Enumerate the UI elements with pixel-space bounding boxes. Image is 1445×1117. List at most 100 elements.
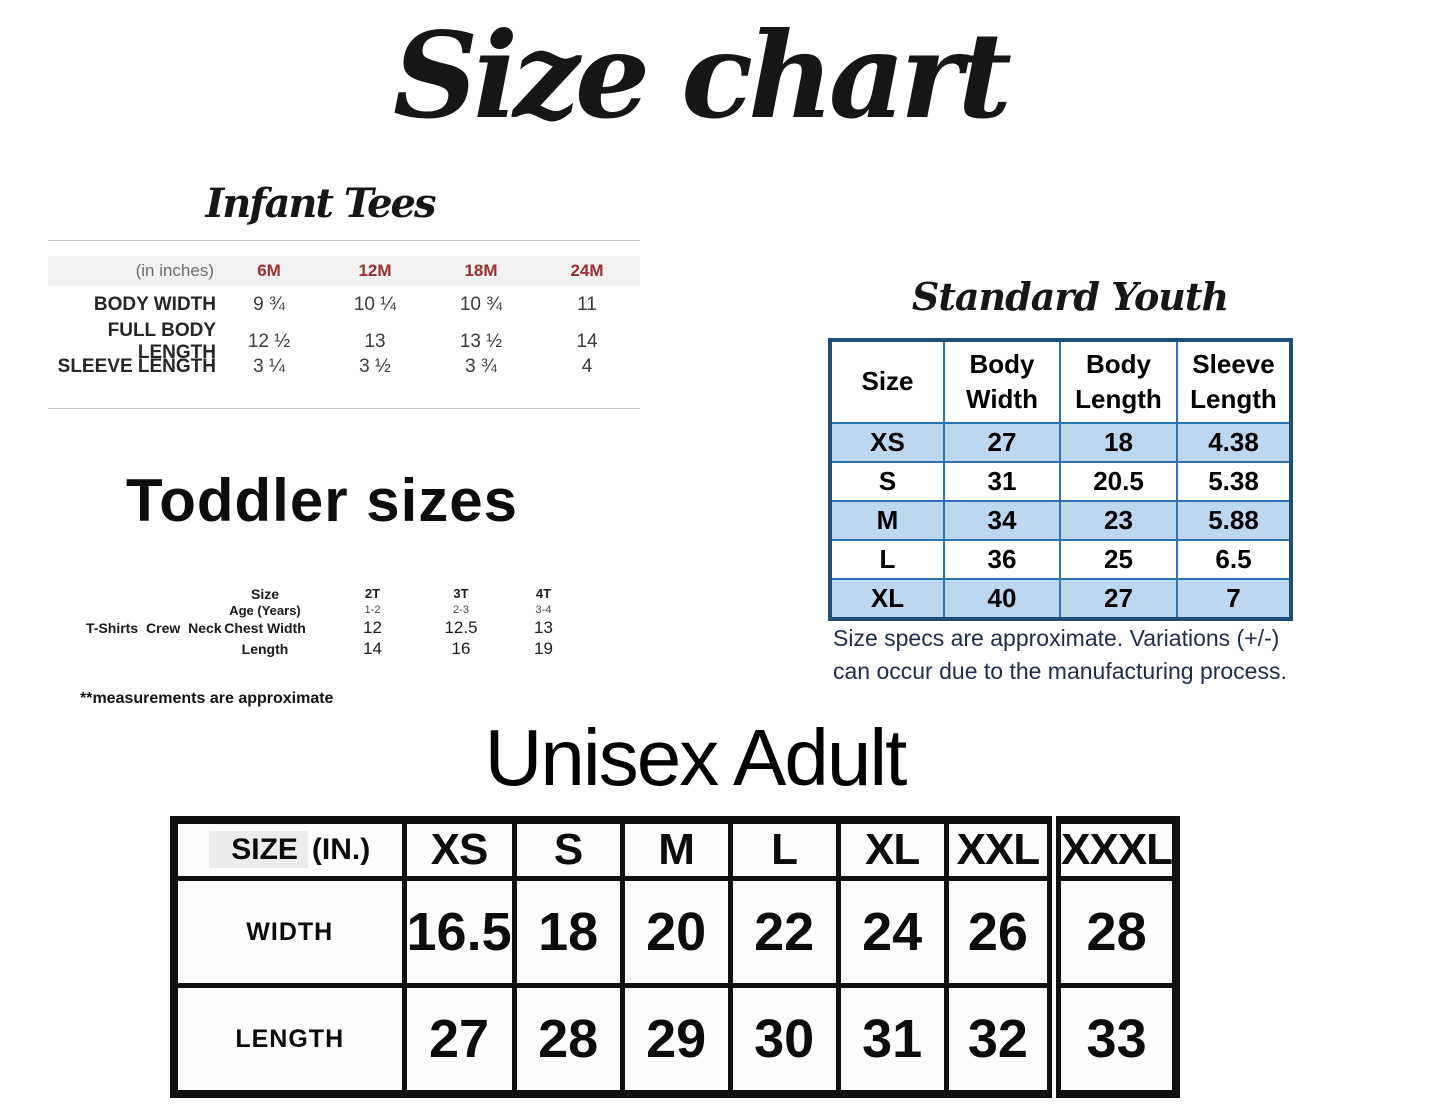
infant-column-header: 18M bbox=[464, 261, 498, 280]
youth-cell: 27 bbox=[1059, 578, 1178, 620]
youth-cell: 7 bbox=[1176, 578, 1292, 620]
youth-column-header: Body Width bbox=[943, 339, 1061, 424]
adult-column-header: XL bbox=[835, 817, 949, 881]
adult-column-header: XXL bbox=[943, 817, 1057, 881]
youth-note-line: Size specs are approximate. Variations (… bbox=[833, 625, 1280, 651]
youth-cell: 25 bbox=[1059, 539, 1178, 580]
table-row: L 36 25 6.5 bbox=[829, 539, 1292, 580]
adult-row-label: WIDTH bbox=[171, 876, 407, 988]
youth-cell: 23 bbox=[1059, 500, 1178, 541]
toddler-product-label: T-Shirts Crew Neck bbox=[86, 620, 222, 636]
youth-size-cell: L bbox=[829, 539, 945, 580]
unisex-adult-title: Unisex Adult bbox=[484, 713, 908, 802]
table-row: XS 27 18 4.38 bbox=[829, 422, 1292, 463]
standard-youth-table: Size Body Width Body Length Sleeve Lengt… bbox=[828, 338, 1293, 621]
table-row: S 31 20.5 5.38 bbox=[829, 461, 1292, 502]
youth-size-cell: XS bbox=[829, 422, 945, 463]
toddler-row-label: Chest Width bbox=[224, 620, 306, 636]
table-row: BODY WIDTH 9 ¾ 10 ¼ 10 ¾ 11 bbox=[48, 289, 640, 320]
adult-cell: 33 bbox=[1047, 983, 1179, 1097]
table-row: XL 40 27 7 bbox=[829, 578, 1292, 620]
adult-cell: 16.5 bbox=[401, 876, 517, 988]
table-row: Age (Years) 1-2 2-3 3-4 bbox=[200, 602, 580, 618]
infant-cell: 4 bbox=[581, 355, 593, 377]
infant-cell: 3 ¼ bbox=[253, 355, 285, 377]
table-row: WIDTH 16.5 18 20 22 24 26 28 bbox=[171, 876, 1179, 988]
adult-row-label: LENGTH bbox=[171, 983, 407, 1097]
infant-row-label: SLEEVE LENGTH bbox=[57, 355, 216, 377]
youth-size-cell: M bbox=[829, 500, 945, 541]
infant-cell: 12 ½ bbox=[247, 331, 291, 352]
unisex-adult-table: SIZE (IN.) XS S M L XL XXL XXXL WIDTH 16.… bbox=[170, 816, 1181, 1098]
table-row: LENGTH 27 28 29 30 31 32 33 bbox=[171, 983, 1179, 1097]
adult-cell: 28 bbox=[511, 983, 625, 1097]
toddler-cell: 2-3 bbox=[453, 604, 469, 616]
size-label: SIZE bbox=[209, 831, 308, 868]
adult-column-header: XS bbox=[401, 817, 517, 881]
youth-cell: 4.38 bbox=[1176, 422, 1292, 463]
divider bbox=[48, 408, 640, 409]
infant-column-header: 12M bbox=[358, 261, 392, 280]
youth-cell: 40 bbox=[943, 578, 1061, 620]
toddler-row-label: Length bbox=[241, 640, 289, 657]
youth-cell: 18 bbox=[1059, 422, 1178, 463]
adult-cell: 32 bbox=[943, 983, 1057, 1097]
toddler-cell: 19 bbox=[534, 638, 553, 658]
youth-note-line: can occur due to the manufacturing proce… bbox=[833, 657, 1287, 684]
table-row: Length 14 16 19 bbox=[200, 638, 580, 659]
toddler-cell: 4T bbox=[535, 586, 552, 601]
youth-size-cell: XL bbox=[829, 578, 945, 620]
toddler-cell: 16 bbox=[451, 638, 471, 658]
adult-column-header: L bbox=[727, 817, 841, 881]
infant-header-row: (in inches) 6M 12M 18M 24M bbox=[48, 256, 640, 286]
youth-disclaimer-note: Size specs are approximate. Variations (… bbox=[833, 622, 1313, 687]
youth-cell: 5.38 bbox=[1176, 461, 1292, 502]
toddler-cell: 12 bbox=[363, 618, 382, 637]
table-row: FULL BODY LENGTH 12 ½ 13 13 ½ 14 bbox=[48, 320, 640, 363]
table-row: M 34 23 5.88 bbox=[829, 500, 1292, 541]
youth-column-header: Body Length bbox=[1059, 339, 1178, 424]
table-row: Size 2T 3T 4T bbox=[200, 585, 580, 602]
measurements-footnote: **measurements are approximate bbox=[80, 690, 334, 707]
infant-row-label: BODY WIDTH bbox=[93, 293, 216, 315]
divider bbox=[48, 240, 640, 241]
infant-unit-label: (in inches) bbox=[135, 261, 214, 280]
infant-cell: 10 ¼ bbox=[353, 293, 397, 315]
toddler-row-label: Size bbox=[250, 585, 279, 602]
infant-row-label: FULL BODY LENGTH bbox=[107, 320, 216, 363]
youth-cell: 20.5 bbox=[1059, 461, 1178, 502]
infant-cell: 14 bbox=[576, 331, 598, 352]
adult-cell: 20 bbox=[619, 876, 733, 988]
table-row: Chest Width 12 12.5 13 bbox=[200, 618, 580, 638]
infant-cell: 3 ½ bbox=[359, 355, 391, 377]
infant-cell: 3 ¾ bbox=[465, 355, 497, 377]
toddler-sizes-title: Toddler sizes bbox=[126, 467, 518, 534]
adult-cell: 30 bbox=[727, 983, 841, 1097]
infant-tees-table: (in inches) 6M 12M 18M 24M BODY WIDTH 9 … bbox=[48, 240, 640, 409]
youth-size-cell: S bbox=[829, 461, 945, 502]
toddler-sizes-table: Size 2T 3T 4T Age (Years) 1-2 2-3 3-4 Ch… bbox=[200, 585, 580, 659]
toddler-cell: 3-4 bbox=[535, 604, 552, 616]
infant-cell: 13 bbox=[364, 331, 386, 352]
table-row: SLEEVE LENGTH 3 ¼ 3 ½ 3 ¾ 4 bbox=[48, 351, 640, 382]
toddler-cell: 13 bbox=[534, 618, 553, 637]
standard-youth-title: Standard Youth bbox=[911, 274, 1229, 319]
infant-cell: 13 ½ bbox=[459, 331, 503, 352]
adult-cell: 28 bbox=[1047, 876, 1179, 988]
adult-cell: 22 bbox=[727, 876, 841, 988]
adult-cell: 27 bbox=[401, 983, 517, 1097]
size-unit-label: (IN.) bbox=[311, 833, 371, 866]
infant-cell: 9 ¾ bbox=[253, 293, 285, 315]
youth-header-row: Size Body Width Body Length Sleeve Lengt… bbox=[829, 339, 1292, 424]
adult-cell: 26 bbox=[943, 876, 1057, 988]
toddler-cell: 12.5 bbox=[444, 618, 478, 637]
adult-cell: 24 bbox=[835, 876, 949, 988]
toddler-row-label: Age (Years) bbox=[229, 602, 301, 618]
youth-column-header: Sleeve Length bbox=[1176, 339, 1292, 424]
youth-column-header: Size bbox=[829, 339, 945, 424]
toddler-cell: 3T bbox=[453, 586, 469, 601]
infant-cell: 11 bbox=[577, 293, 597, 315]
youth-cell: 27 bbox=[943, 422, 1061, 463]
adult-size-header: SIZE (IN.) bbox=[171, 817, 407, 881]
